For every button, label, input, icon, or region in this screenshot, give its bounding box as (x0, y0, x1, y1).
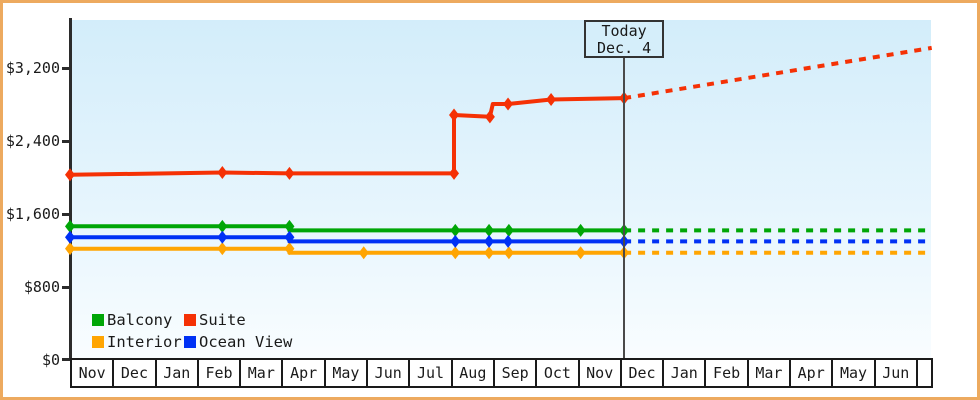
x-axis-month-label: Jan (664, 360, 707, 386)
data-point-marker[interactable] (546, 92, 557, 106)
data-point-marker[interactable] (358, 246, 369, 260)
x-axis-month-label: Jun (368, 360, 411, 386)
data-point-marker[interactable] (503, 234, 514, 248)
y-tick-mark (62, 67, 70, 70)
y-tick-label: $0 (41, 351, 60, 369)
today-label: Today (601, 22, 647, 40)
y-tick-label: $2,400 (5, 132, 60, 150)
data-point-marker[interactable] (217, 242, 228, 256)
data-point-marker[interactable] (575, 246, 586, 260)
x-axis-month-label: Apr (791, 360, 834, 386)
legend-swatch-balcony (92, 314, 104, 326)
data-point-marker[interactable] (284, 219, 295, 233)
y-tick-label: $800 (23, 278, 60, 296)
x-axis-month-label: Dec (114, 360, 157, 386)
data-point-marker[interactable] (484, 110, 495, 124)
x-axis-filler-cell (918, 360, 931, 386)
legend-swatch-ocean-view (184, 336, 196, 348)
y-axis-line (69, 18, 72, 361)
data-point-marker[interactable] (217, 219, 228, 233)
legend-item-balcony: Balcony (92, 311, 172, 329)
data-point-marker[interactable] (217, 165, 228, 179)
legend-item-suite: Suite (184, 311, 246, 329)
series-line-ocean-view (68, 235, 627, 244)
legend-label: Suite (199, 311, 246, 329)
legend-label: Interior (107, 333, 182, 351)
legend-swatch-interior (92, 336, 104, 348)
x-axis-month-label: Sep (495, 360, 538, 386)
data-point-marker[interactable] (65, 242, 75, 256)
x-axis-month-label: May (326, 360, 369, 386)
data-point-marker[interactable] (284, 230, 295, 244)
data-point-marker[interactable] (575, 223, 586, 237)
x-axis-month-row: Nov Dec Jan Feb Mar Apr May Jun Jul Aug Sep Oct Nov D… (70, 358, 933, 388)
x-axis-month-label: Apr (283, 360, 326, 386)
legend-label: Ocean View (199, 333, 293, 351)
data-point-marker[interactable] (450, 223, 461, 237)
legend-item-ocean-view: Ocean View (184, 333, 292, 351)
data-point-marker[interactable] (65, 230, 75, 244)
data-point-marker[interactable] (284, 242, 295, 256)
series-line-interior (68, 246, 627, 255)
data-point-marker[interactable] (503, 97, 514, 111)
data-point-marker[interactable] (449, 108, 460, 122)
y-tick-label: $3,200 (5, 59, 60, 77)
y-tick-mark (62, 358, 70, 361)
series-line-balcony (68, 224, 627, 233)
x-axis-month-label: Nov (72, 360, 115, 386)
x-axis-month-label: Feb (706, 360, 749, 386)
series-line-suite (68, 96, 627, 177)
y-tick-mark (62, 213, 70, 216)
x-axis-month-label: Feb (199, 360, 242, 386)
legend-item-interior: Interior (92, 333, 182, 351)
data-point-marker[interactable] (65, 219, 75, 233)
legend-swatch-suite (184, 314, 196, 326)
data-point-marker[interactable] (503, 246, 514, 260)
data-point-marker[interactable] (65, 168, 75, 182)
x-axis-month-label: Nov (580, 360, 622, 386)
x-axis-month-label: Oct (537, 360, 580, 386)
x-axis-month-label: Aug (453, 360, 495, 386)
data-point-marker[interactable] (484, 234, 495, 248)
y-tick-mark (62, 140, 70, 143)
x-axis-month-label: Mar (241, 360, 284, 386)
today-vertical-line (623, 58, 625, 358)
x-axis-month-label: May (833, 360, 876, 386)
data-point-marker[interactable] (217, 230, 228, 244)
data-point-marker[interactable] (484, 223, 495, 237)
x-axis-month-label: Mar (749, 360, 792, 386)
y-tick-label: $1,600 (5, 205, 60, 223)
data-point-marker[interactable] (450, 246, 461, 260)
data-point-marker[interactable] (449, 166, 460, 180)
data-point-marker[interactable] (503, 223, 514, 237)
y-tick-mark (62, 286, 70, 289)
x-axis-month-label: Jul (410, 360, 453, 386)
today-date: Dec. 4 (596, 39, 652, 57)
data-point-marker[interactable] (484, 246, 495, 260)
x-axis-month-label: Jan (157, 360, 199, 386)
today-marker-box: Today Dec. 4 (584, 20, 665, 58)
series-projection-suite (623, 45, 933, 101)
x-axis-month-label: Jun (876, 360, 918, 386)
chart-plot-background (72, 20, 931, 360)
data-point-marker[interactable] (450, 234, 461, 248)
data-point-marker[interactable] (284, 166, 295, 180)
x-axis-month-label: Dec (622, 360, 665, 386)
legend-label: Balcony (107, 311, 173, 329)
